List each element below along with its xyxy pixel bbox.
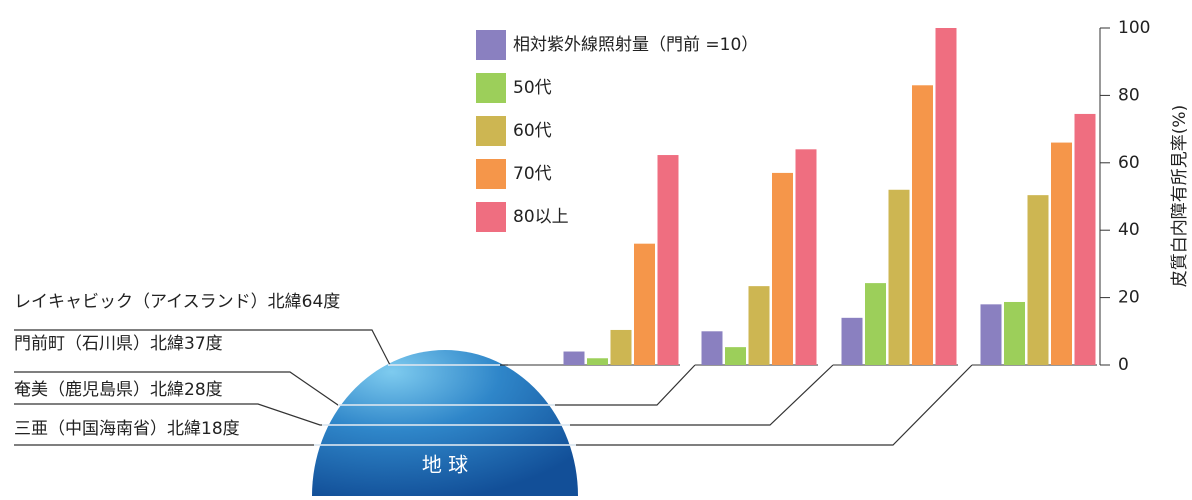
bar [725, 347, 746, 365]
category-label: 奄美（鹿児島県）北緯28度 [14, 380, 223, 400]
y-tick-label: 20 [1118, 288, 1140, 308]
bar [1027, 195, 1049, 365]
y-tick-label: 100 [1118, 18, 1150, 38]
globe [312, 350, 578, 496]
y-tick-label: 80 [1118, 85, 1140, 105]
legend-label: 80以上 [513, 207, 569, 227]
category-label: 三亜（中国海南省）北緯18度 [14, 419, 240, 439]
bar [795, 149, 817, 365]
bar [610, 329, 632, 365]
category-label: レイキャビック（アイスランド）北緯64度 [14, 292, 340, 312]
category-label: 門前町（石川県）北緯37度 [14, 334, 223, 354]
bar [748, 286, 770, 365]
bar [563, 351, 585, 365]
bar [841, 317, 863, 365]
bar [634, 243, 655, 365]
bar [935, 28, 957, 365]
bar [701, 331, 723, 365]
connector-line [14, 364, 834, 426]
y-tick-label: 60 [1118, 153, 1140, 173]
y-axis-label: 皮質白内障有所見率(%) [1170, 105, 1190, 287]
bar [888, 189, 910, 365]
legend-swatch [476, 116, 506, 146]
bar [1074, 113, 1096, 365]
globe-label: 地 球 [422, 453, 468, 477]
bar [1004, 301, 1025, 365]
bar [772, 172, 793, 365]
bar [1051, 142, 1072, 365]
bar [980, 304, 1002, 365]
legend-swatch [476, 73, 506, 103]
legend-label: 相対紫外線照射量（門前 =10） [513, 35, 758, 55]
legend-label: 70代 [513, 164, 552, 184]
y-tick-label: 0 [1118, 355, 1129, 375]
legend-swatch [476, 30, 506, 60]
y-tick-label: 40 [1118, 220, 1140, 240]
bar [587, 358, 608, 365]
bar [912, 85, 933, 365]
legend-swatch [476, 159, 506, 189]
legend-swatch [476, 202, 506, 232]
legend-label: 60代 [513, 121, 552, 141]
connector-line [14, 364, 973, 446]
bar [657, 155, 679, 365]
legend-label: 50代 [513, 78, 552, 98]
bar [865, 283, 886, 365]
